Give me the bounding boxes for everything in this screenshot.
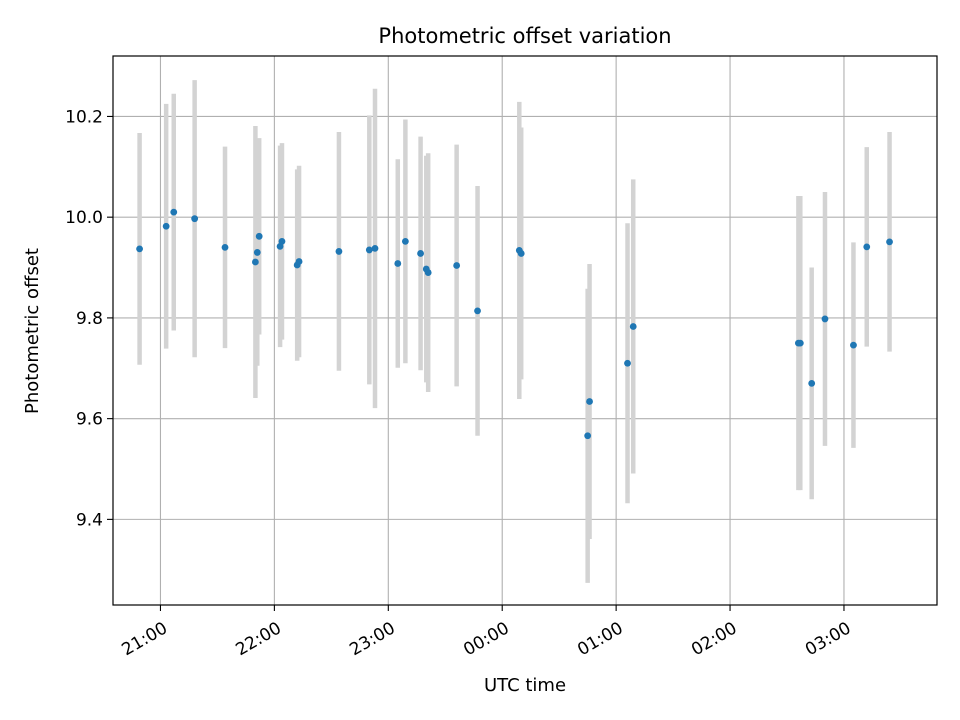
data-point: [796, 339, 804, 347]
data-point: [474, 307, 481, 315]
data-point: [278, 237, 286, 245]
data-point: [371, 245, 379, 252]
data-point: [295, 258, 303, 265]
data-point: [335, 248, 343, 255]
data-point: [886, 238, 893, 246]
y-tick-label: 9.6: [76, 410, 103, 430]
y-tick-label: 10.2: [65, 107, 103, 127]
x-axis-label: UTC time: [484, 675, 566, 696]
y-axis-label: Photometric offset: [22, 248, 43, 414]
data-point: [221, 243, 229, 251]
data-point: [624, 359, 631, 367]
data-point: [251, 258, 259, 266]
data-point: [584, 432, 592, 440]
data-point: [394, 260, 402, 267]
data-point: [821, 315, 829, 323]
y-tick-label: 9.8: [76, 309, 103, 329]
data-point: [808, 379, 816, 387]
data-point: [170, 208, 178, 216]
data-point: [401, 237, 409, 245]
data-point: [417, 250, 424, 257]
data-point: [629, 323, 637, 330]
data-point: [365, 246, 373, 254]
y-tick-label: 9.4: [76, 510, 103, 530]
data-point: [136, 245, 143, 253]
data-point: [453, 262, 461, 269]
data-point: [162, 222, 170, 230]
data-point: [586, 398, 593, 405]
y-axis-ticks: 9.4 9.6 9.8 10.0 10.2: [65, 107, 113, 530]
data-point: [424, 269, 432, 276]
data-point: [191, 215, 199, 223]
data-points: [136, 208, 893, 440]
chart-title: Photometric offset variation: [378, 24, 671, 48]
data-point: [850, 341, 857, 349]
plot-frame: [112, 55, 938, 606]
y-tick-label: 10.0: [65, 208, 103, 228]
data-point: [517, 250, 525, 257]
data-point: [863, 243, 871, 251]
data-point: [253, 249, 261, 256]
data-point: [255, 232, 263, 240]
